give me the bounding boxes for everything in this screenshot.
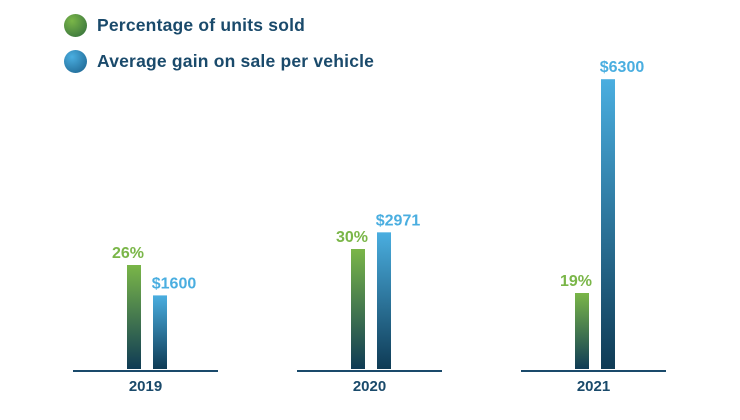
legend: Percentage of units sold Average gain on…: [64, 13, 375, 86]
data-label: 19%: [560, 273, 592, 290]
data-label: 26%: [112, 245, 144, 262]
data-label: 30%: [336, 229, 368, 246]
bar-units: [351, 249, 365, 369]
blue-dot-icon: [64, 49, 87, 73]
year-label: 2021: [577, 378, 610, 395]
bar-gain: [153, 295, 167, 369]
green-dot-icon: [64, 13, 87, 37]
legend-label: Percentage of units sold: [97, 14, 306, 35]
legend-item-gain: Average gain on sale per vehicle: [64, 49, 375, 73]
data-label: $6300: [600, 59, 645, 76]
year-label: 2019: [129, 378, 162, 395]
bar-units: [127, 265, 141, 369]
data-label: $1600: [152, 275, 197, 292]
legend-item-units: Percentage of units sold: [64, 13, 374, 37]
bar-gain: [377, 232, 391, 369]
year-label: 2020: [353, 378, 386, 395]
bar-units: [575, 293, 589, 369]
data-label: $2971: [376, 212, 421, 229]
bar-gain: [601, 79, 615, 369]
legend-label: Average gain on sale per vehicle: [97, 50, 375, 71]
